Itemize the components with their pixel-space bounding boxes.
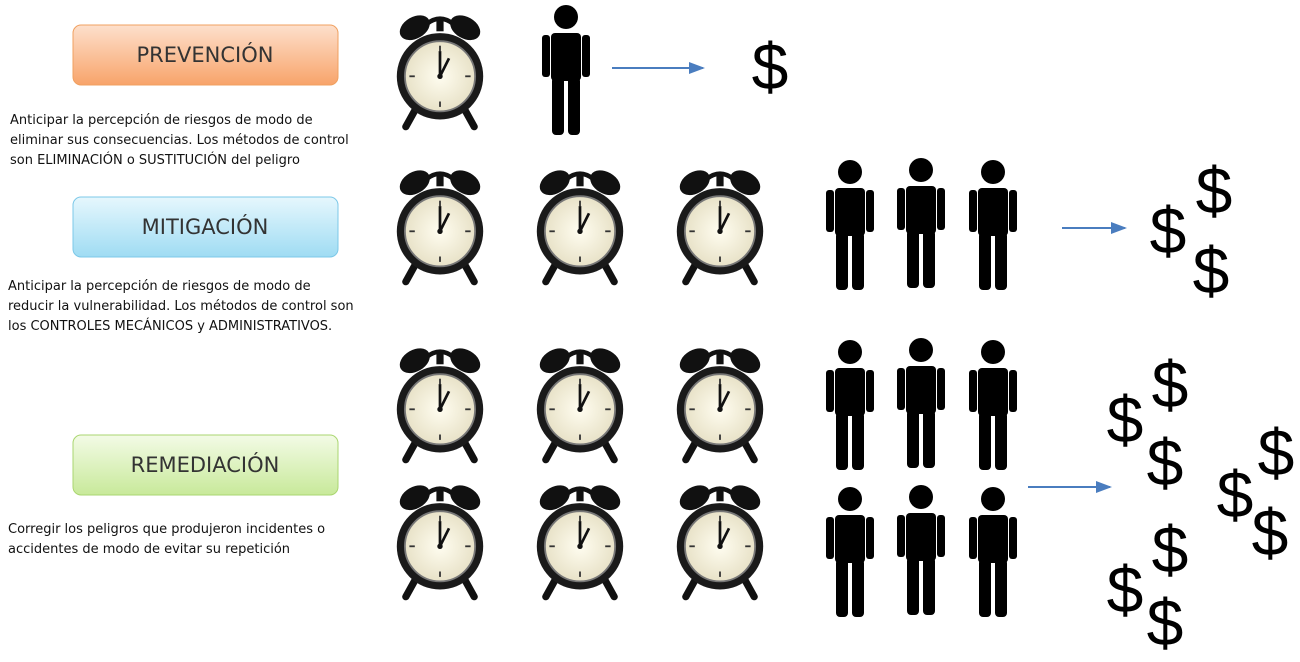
description-line: Anticipar la percepción de riesgos de mo… xyxy=(10,113,313,128)
dollar-sign: $ xyxy=(1252,495,1289,569)
dollar-sign: $ xyxy=(1152,512,1189,586)
dollar-sign: $ xyxy=(1193,233,1230,307)
clock-icon xyxy=(675,165,764,281)
description-line: Corregir los peligros que produjeron inc… xyxy=(8,522,325,537)
person-icon xyxy=(897,338,945,468)
dollar-sign: $ xyxy=(1258,415,1295,489)
person-icon xyxy=(826,340,874,470)
clock-icon xyxy=(535,165,624,281)
clock-icon xyxy=(395,343,484,459)
dollar-sign: $ xyxy=(1152,347,1189,421)
description-line: son ELIMINACIÓN o SUSTITUCIÓN del peligr… xyxy=(10,152,300,168)
person-icon xyxy=(542,5,590,135)
person-icon xyxy=(897,485,945,615)
dollar-sign: $ xyxy=(752,29,789,103)
person-icon xyxy=(969,340,1017,470)
clock-icon xyxy=(395,165,484,281)
money: $ $ $ $ $ $ $ $ $ $ $ $ $ xyxy=(752,29,1295,659)
diagram: PREVENCIÓN Anticipar la percepción de ri… xyxy=(0,0,1300,662)
dollar-sign: $ xyxy=(1147,425,1184,499)
description-line: Anticipar la percepción de riesgos de mo… xyxy=(8,279,311,294)
clock-icon xyxy=(675,343,764,459)
dollar-sign: $ xyxy=(1217,457,1254,531)
clock-icon xyxy=(675,480,764,596)
person-icon xyxy=(969,487,1017,617)
person-icon xyxy=(897,158,945,288)
box-label: PREVENCIÓN xyxy=(137,42,274,67)
description-line: los CONTROLES MECÁNICOS y ADMINISTRATIVO… xyxy=(8,318,332,334)
dollar-sign: $ xyxy=(1150,193,1187,267)
box-label: MITIGACIÓN xyxy=(142,214,269,239)
box-remediacion: REMEDIACIÓN Corregir los peligros que pr… xyxy=(8,435,338,557)
box-label: REMEDIACIÓN xyxy=(131,452,280,477)
description-line: eliminar sus consecuencias. Los métodos … xyxy=(10,133,349,148)
box-prevencion: PREVENCIÓN Anticipar la percepción de ri… xyxy=(10,25,349,168)
person-icon xyxy=(826,160,874,290)
dollar-sign: $ xyxy=(1107,382,1144,456)
box-mitigacion: MITIGACIÓN Anticipar la percepción de ri… xyxy=(8,197,354,334)
clock-icon xyxy=(535,343,624,459)
dollar-sign: $ xyxy=(1196,153,1233,227)
description-line: reducir la vulnerabilidad. Los métodos d… xyxy=(8,299,354,314)
dollar-sign: $ xyxy=(1147,585,1184,659)
person-icon xyxy=(826,487,874,617)
clock-icon xyxy=(395,10,484,126)
dollar-sign: $ xyxy=(1107,552,1144,626)
clock-icon xyxy=(395,480,484,596)
person-icon xyxy=(969,160,1017,290)
clock-icon xyxy=(535,480,624,596)
description-line: accidentes de modo de evitar su repetici… xyxy=(8,542,290,557)
